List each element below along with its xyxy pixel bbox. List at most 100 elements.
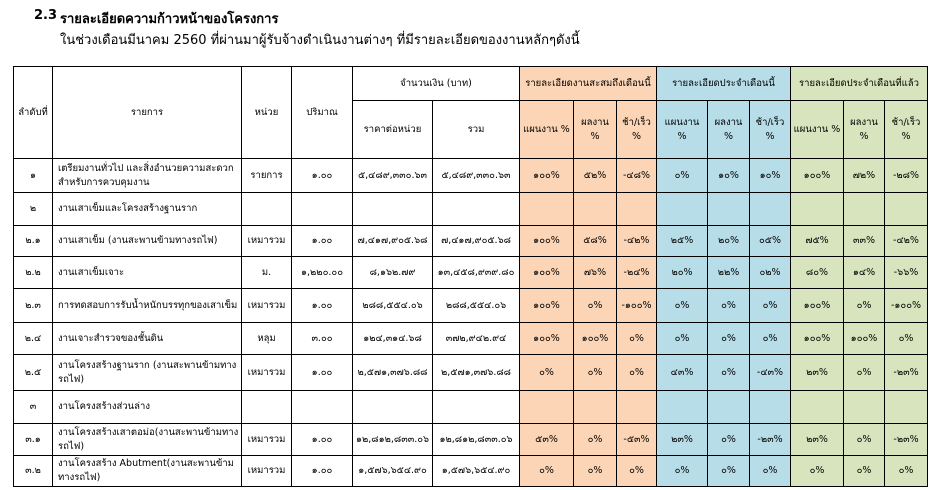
cell-unit-price: ๑๒,๘๑๒,๘๓๓.๐๖: [352, 423, 433, 456]
cell-unit-price: ๘,๑๖๒.๗๙: [352, 256, 433, 289]
header-item: รายการ: [52, 66, 242, 159]
cell-prev-actual: ๐%: [843, 423, 885, 456]
cell-unit-price: ๕,๔๘๙,๓๓๐.๖๓: [352, 158, 433, 193]
cell-cum-diff: ๐%: [616, 354, 657, 391]
cell-prev-diff: [884, 390, 928, 424]
cell-item: เตรียมงานทั่วไป และสิ่งอำนวยความสะดวกสำห…: [52, 158, 242, 193]
header-qty: ปริมาณ: [291, 66, 353, 159]
cell-prev-diff: -๔๒%: [884, 225, 928, 257]
cell-prev-diff: -๒๘%: [884, 158, 928, 193]
cell-unit: ม.: [241, 256, 292, 289]
cell-no: ๒: [13, 192, 53, 226]
cell-item: งานโครงสร้างฐานราก (งานสะพานข้ามทางรถไฟ): [52, 354, 242, 391]
cell-no: ๒.๒: [13, 256, 53, 289]
cell-no: ๒.๕: [13, 354, 53, 391]
cell-prev-plan: ๗๕%: [790, 225, 844, 257]
cell-cum-actual: ๐%: [573, 423, 617, 456]
table-row: ๓.๑ งานโครงสร้างเสาตอม่อ(งานสะพานข้ามทางร…: [13, 423, 928, 456]
header-cumulative: รายละเอียดงานสะสมถึงเดือนนี้: [519, 66, 657, 101]
cell-cum-diff: [616, 192, 657, 226]
cell-prev-actual: [843, 390, 885, 424]
cell-cum-actual: ๕๒%: [573, 158, 617, 193]
cell-cur-plan: ๐%: [656, 158, 708, 193]
cell-unit: เหมารวม: [241, 288, 292, 323]
cell-item: งานโครงสร้างเสาตอม่อ(งานสะพานข้ามทางรถไฟ…: [52, 423, 242, 456]
cell-prev-actual: [843, 192, 885, 226]
cell-prev-diff: ๐%: [884, 455, 928, 487]
cell-cur-diff: ๐%: [749, 322, 791, 355]
section-number: 2.3: [34, 8, 58, 23]
cell-item: งานโครงสร้าง Abutment(งานสะพานข้ามทางรถไ…: [52, 455, 242, 487]
cell-prev-diff: -๖๖%: [884, 256, 928, 289]
cell-cum-plan: ๑๐๐%: [519, 256, 574, 289]
cell-unit-price: ๒๘๘,๕๕๔.๐๖: [352, 288, 433, 323]
cell-cum-diff: ๐%: [616, 455, 657, 487]
cell-unit: เหมารวม: [241, 423, 292, 456]
cell-cum-actual: ๕๘%: [573, 225, 617, 257]
cell-prev-actual: ๐%: [843, 455, 885, 487]
cell-unit: [241, 390, 292, 424]
cell-no: ๓.๒: [13, 455, 53, 487]
cell-unit-price: ๑,๕๗๖,๖๕๔.๙๐: [352, 455, 433, 487]
cell-prev-plan: [790, 192, 844, 226]
header-prev-actual: ผลงาน %: [843, 100, 885, 159]
header-cur-actual: ผลงาน %: [707, 100, 750, 159]
cell-prev-plan: [790, 390, 844, 424]
cell-unit: รายการ: [241, 158, 292, 193]
cell-cum-actual: [573, 192, 617, 226]
cell-qty: ๓.๐๐: [291, 322, 353, 355]
cell-item: งานโครงสร้างส่วนล่าง: [52, 390, 242, 424]
header-total: รวม: [432, 100, 520, 159]
cell-total: ๒๘๘,๕๕๔.๐๖: [432, 288, 520, 323]
cell-cum-plan: ๑๐๐%: [519, 322, 574, 355]
table-body: ๑เตรียมงานทั่วไป และสิ่งอำนวยความสะดวกสำ…: [13, 158, 928, 487]
cell-total: ๑๒,๘๑๒,๘๓๓.๐๖: [432, 423, 520, 456]
header-this-month: รายละเอียดประจำเดือนนี้: [656, 66, 791, 101]
cell-no: ๒.๓: [13, 288, 53, 323]
cell-item: งานเสาเข็มและโครงสร้างฐานราก: [52, 192, 242, 226]
cell-total: [432, 192, 520, 226]
cell-prev-diff: -๒๓%: [884, 423, 928, 456]
cell-cum-actual: ๐%: [573, 354, 617, 391]
cell-no: ๓: [13, 390, 53, 424]
table-row: ๑เตรียมงานทั่วไป และสิ่งอำนวยความสะดวกสำ…: [13, 158, 928, 193]
cell-item: การทดสอบการรับน้ำหนักบรรทุกของเสาเข็ม: [52, 288, 242, 323]
cell-cum-plan: [519, 390, 574, 424]
cell-cur-plan: ๒๕%: [656, 225, 708, 257]
cell-prev-actual: ๐%: [843, 354, 885, 391]
cell-cum-plan: ๐%: [519, 455, 574, 487]
header-cum-diff: ช้า/เร็ว %: [616, 100, 657, 159]
cell-cum-diff: -๔๒%: [616, 225, 657, 257]
cell-unit: [241, 192, 292, 226]
cell-total: [432, 390, 520, 424]
cell-cur-actual: ๐%: [707, 354, 750, 391]
cell-cur-actual: ๐%: [707, 288, 750, 323]
cell-qty: ๑.๐๐: [291, 288, 353, 323]
cell-unit: เหมารวม: [241, 354, 292, 391]
table-row: ๒.๕ งานโครงสร้างฐานราก (งานสะพานข้ามทางรถ…: [13, 354, 928, 391]
cell-prev-plan: ๑๐๐%: [790, 288, 844, 323]
cell-unit-price: ๗,๔๑๗,๙๐๕.๖๘: [352, 225, 433, 257]
cell-qty: ๑.๐๐: [291, 158, 353, 193]
cell-prev-plan: ๒๓%: [790, 354, 844, 391]
cell-prev-diff: [884, 192, 928, 226]
cell-prev-diff: -๒๓%: [884, 354, 928, 391]
progress-table: ลำดับที่ รายการ หน่วย ปริมาณ จำนวนเงิน (…: [13, 66, 928, 487]
cell-cur-diff: [749, 390, 791, 424]
cell-unit: หลุม: [241, 322, 292, 355]
cell-unit-price: ๑๒๔,๓๑๔.๖๘: [352, 322, 433, 355]
header-cur-plan: แผนงาน %: [656, 100, 708, 159]
header-no: ลำดับที่: [13, 66, 53, 159]
cell-cum-actual: [573, 390, 617, 424]
section-title: รายละเอียดความก้าวหน้าของโครงการ: [60, 12, 279, 27]
cell-total: ๗,๔๑๗,๙๐๕.๖๘: [432, 225, 520, 257]
cell-cur-diff: -๒๓%: [749, 423, 791, 456]
cell-cum-actual: ๐%: [573, 288, 617, 323]
cell-prev-actual: ๓๓%: [843, 225, 885, 257]
cell-cum-plan: [519, 192, 574, 226]
cell-cum-plan: ๕๓%: [519, 423, 574, 456]
cell-cum-diff: -๕๓%: [616, 423, 657, 456]
cell-qty: ๑.๐๐: [291, 455, 353, 487]
cell-cum-actual: ๐%: [573, 455, 617, 487]
cell-cum-actual: ๑๐๐%: [573, 322, 617, 355]
